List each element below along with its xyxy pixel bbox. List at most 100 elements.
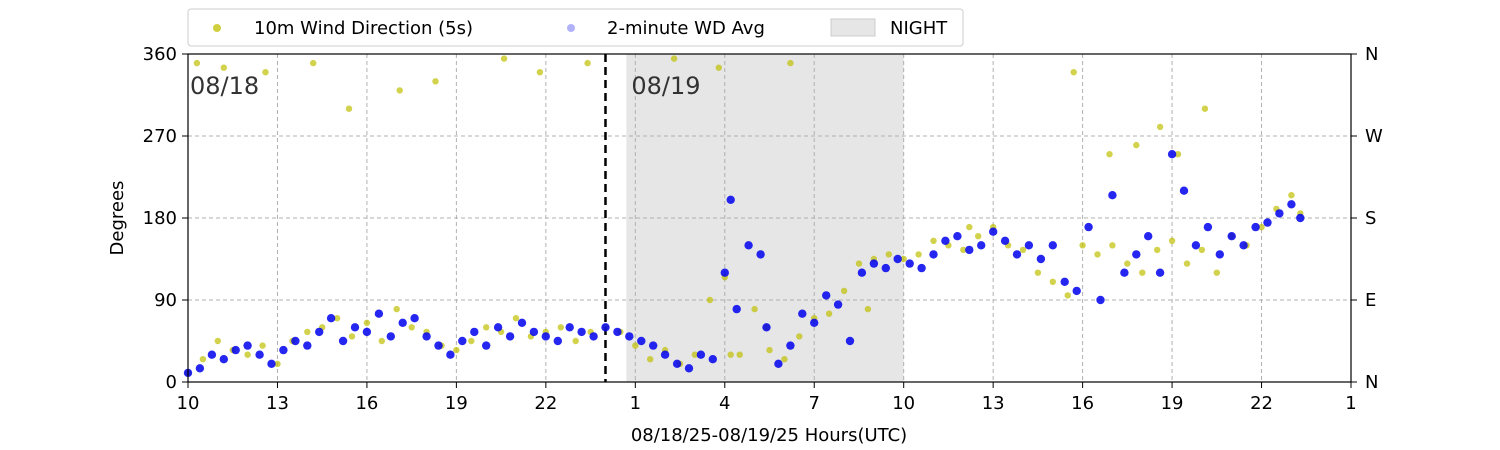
- data-point: [708, 355, 717, 364]
- data-point: [259, 342, 266, 349]
- data-point: [470, 327, 479, 337]
- x-tick-label: 19: [445, 393, 468, 414]
- grid-lines: [188, 54, 1351, 382]
- data-point: [315, 327, 324, 337]
- data-point: [1070, 69, 1077, 76]
- data-point: [1154, 246, 1161, 254]
- data-point: [338, 336, 348, 346]
- data-point: [1144, 232, 1153, 241]
- data-point: [989, 227, 998, 236]
- data-point: [408, 324, 415, 331]
- data-point: [1183, 260, 1191, 267]
- data-point: [691, 351, 699, 358]
- y-tick-label: 270: [143, 126, 177, 147]
- x-tick-label: 4: [719, 393, 730, 414]
- data-point: [885, 251, 892, 258]
- y2-tick-label: W: [1365, 126, 1383, 147]
- y2-tick-label: N: [1365, 44, 1378, 65]
- data-point: [977, 241, 986, 250]
- y2-tick-label: E: [1365, 290, 1376, 311]
- data-point: [468, 337, 475, 345]
- data-point: [1167, 150, 1177, 159]
- data-point: [762, 323, 771, 332]
- data-point: [505, 332, 515, 341]
- data-point: [565, 323, 574, 332]
- data-point: [1198, 246, 1206, 254]
- data-point: [434, 341, 443, 350]
- data-point: [1133, 141, 1140, 149]
- data-point: [825, 310, 833, 317]
- data-point: [953, 232, 962, 241]
- data-point: [1064, 292, 1071, 299]
- data-point: [915, 251, 922, 258]
- data-point: [845, 336, 855, 346]
- data-point: [1012, 250, 1022, 259]
- data-point: [810, 318, 819, 327]
- data-point: [1019, 246, 1027, 254]
- data-point: [960, 246, 967, 254]
- data-point: [1174, 151, 1182, 158]
- x-tick-label: 10: [892, 393, 915, 414]
- data-point: [965, 245, 974, 255]
- series-layer: [183, 55, 1305, 378]
- data-point: [766, 346, 773, 354]
- data-point: [786, 341, 795, 350]
- series-wd-avg: [183, 150, 1305, 378]
- data-point: [231, 345, 240, 355]
- data-point: [756, 250, 765, 259]
- legend-marker-night: [830, 18, 876, 37]
- data-point: [553, 336, 562, 346]
- data-point: [1239, 241, 1248, 250]
- data-point: [1096, 295, 1105, 305]
- y-tick-label: 0: [166, 372, 177, 393]
- data-point: [1034, 269, 1042, 276]
- data-point: [195, 364, 205, 373]
- data-point: [1156, 123, 1164, 131]
- data-point: [274, 360, 281, 367]
- x-tick-label: 22: [1250, 393, 1273, 414]
- data-point: [941, 236, 950, 245]
- data-point: [1179, 186, 1189, 195]
- data-point: [720, 268, 729, 277]
- data-point: [774, 359, 783, 368]
- x-tick-label: 1: [630, 393, 641, 414]
- data-point: [1287, 200, 1296, 209]
- data-point: [410, 314, 419, 323]
- series-wind-direction: [184, 55, 1304, 377]
- data-point: [613, 327, 622, 337]
- data-point: [1048, 241, 1058, 250]
- y-tick-label: 180: [143, 208, 177, 229]
- data-point: [625, 332, 634, 341]
- data-point: [291, 336, 300, 346]
- data-point: [214, 337, 221, 345]
- data-point: [348, 333, 356, 340]
- x-axis-ticks: 10 13 16 19 22 1 4 7 10 13 16 19 22 1: [177, 382, 1357, 414]
- data-point: [727, 351, 734, 358]
- data-point: [220, 64, 227, 71]
- data-point: [1132, 250, 1141, 259]
- data-point: [744, 241, 753, 250]
- data-point: [1296, 213, 1305, 223]
- data-point: [483, 324, 490, 331]
- data-point: [422, 332, 431, 341]
- data-point: [536, 69, 544, 76]
- data-point: [453, 346, 460, 354]
- data-point: [905, 259, 914, 268]
- data-point: [706, 296, 714, 304]
- data-point: [310, 59, 317, 67]
- x-tick-label: 16: [355, 393, 378, 414]
- data-point: [1084, 222, 1093, 232]
- data-point: [1049, 278, 1057, 285]
- data-point: [374, 309, 384, 318]
- data-point: [857, 268, 867, 277]
- data-point: [822, 291, 831, 300]
- data-point: [1227, 232, 1236, 241]
- data-point: [893, 254, 902, 264]
- data-point: [517, 318, 527, 327]
- data-point: [219, 355, 228, 364]
- data-point: [1263, 218, 1272, 227]
- data-point: [1036, 254, 1046, 264]
- data-point: [199, 356, 207, 363]
- data-point: [1079, 242, 1086, 249]
- data-point: [1251, 222, 1260, 232]
